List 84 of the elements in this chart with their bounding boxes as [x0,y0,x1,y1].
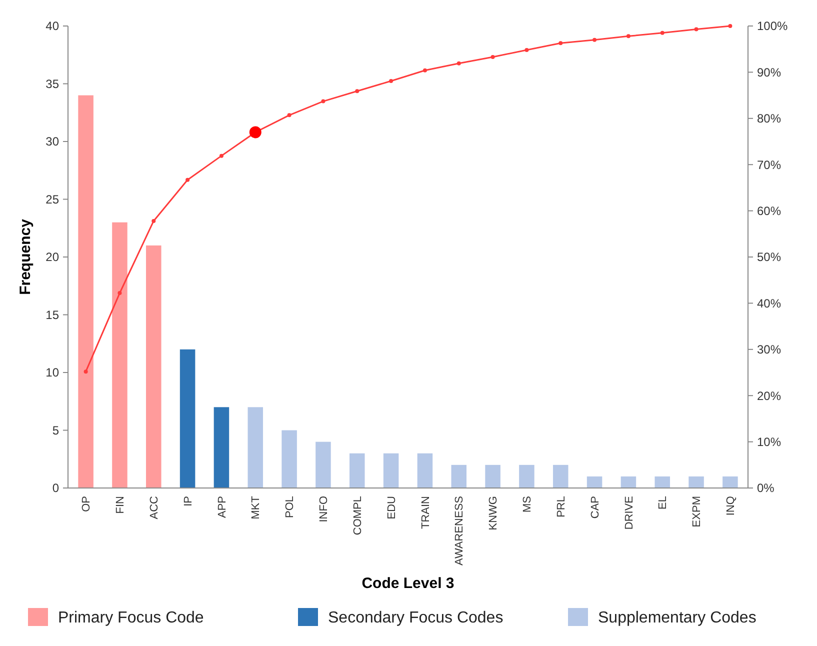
x-tick-label: IP [182,496,194,506]
y2-tick-label: 20% [757,388,782,403]
point [355,89,360,94]
y2-tick-label: 10% [757,435,782,449]
y2-tick-label: 70% [757,158,782,172]
x-tick-label: POL [284,496,296,518]
x-tick-label: COMPL [352,496,364,536]
point [558,41,563,46]
y2-tick-label: 80% [757,112,782,126]
legend-label: Supplementary Codes [598,610,756,627]
point [490,54,495,59]
bar [316,442,331,488]
x-axis-title: Code Level 3 [362,575,454,592]
point [389,78,394,83]
bar [112,222,128,488]
point [592,38,597,42]
x-tick-label: MS [522,496,534,512]
x-tick-label: OP [80,496,93,512]
bar [146,245,162,488]
x-tick-label: INQ [725,496,738,516]
y-tick-label: 10 [46,366,60,380]
bar [654,476,670,488]
bar [383,453,399,488]
bar [485,464,500,488]
y-tick-label: 15 [46,308,60,322]
point [84,370,88,374]
x-tick-label: KNWG [488,496,500,530]
point [728,24,732,28]
point [422,68,427,72]
point [694,27,698,32]
y-tick-label: 30 [46,134,60,149]
point [287,113,292,118]
y-tick-label: 0 [52,481,60,496]
bar [248,407,264,488]
bar [519,464,534,488]
point [219,154,224,158]
x-tick-label: AWARENESS [454,496,466,566]
point [118,291,122,296]
bar [282,430,297,488]
point [456,61,461,66]
y2-tick-label: 60% [757,204,782,218]
point [321,99,326,104]
point [626,34,630,38]
bar [552,464,568,488]
point [524,48,529,52]
x-tick-label: EL [657,496,670,510]
y2-tick-label: 40% [757,296,782,310]
bar [78,95,94,488]
x-tick-label: ACC [148,496,160,520]
y2-tick-label: 90% [757,65,782,80]
x-tick-label: MKT [250,496,262,520]
y2-tick-label: 100% [757,19,788,34]
y-tick-label: 40 [46,19,60,34]
bar [214,407,230,488]
x-tick-label: INFO [318,496,330,522]
x-tick-label: TRAIN [420,496,432,529]
y-tick-label: 5 [52,423,60,438]
point [186,178,190,182]
bar [451,464,467,488]
x-tick-label: EDU [386,496,398,520]
x-tick-label: CAP [589,496,602,519]
x-tick-label: DRIVE [623,496,636,530]
y-axis-title: Frequency [17,218,34,295]
legend-label: Primary Focus Code [58,610,204,627]
bar [180,349,196,488]
y-tick-label: 25 [46,192,60,206]
bar [620,476,636,488]
y2-tick-label: 50% [757,250,782,264]
x-tick-label: PRL [555,496,568,518]
legend-label: Secondary Focus Codes [328,610,504,627]
bar [722,476,738,488]
x-tick-label: FIN [114,496,127,514]
y2-tick-label: 0% [757,481,775,496]
bar [417,453,433,488]
bar [349,453,365,488]
y2-tick-label: 30% [757,342,782,357]
y-tick-label: 20 [46,250,60,264]
bar [586,476,602,488]
x-tick-label: APP [216,496,228,518]
x-tick-label: EXPM [691,496,704,528]
bar [688,476,704,488]
y-tick-label: 35 [46,76,60,91]
point [660,30,664,35]
point [152,218,156,223]
